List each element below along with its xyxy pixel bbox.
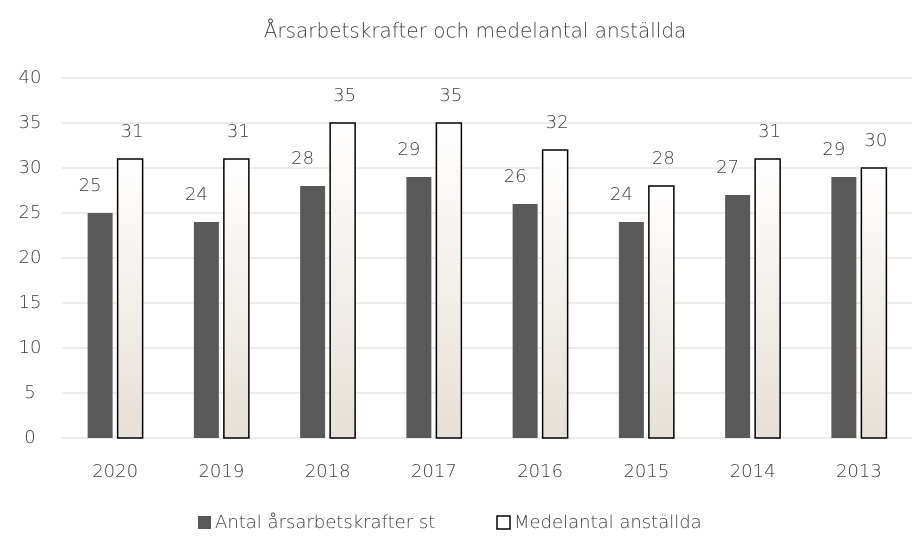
x-tick-label: 2020 xyxy=(92,461,138,482)
data-label: 35 xyxy=(439,85,462,106)
y-tick-label: 20 xyxy=(19,247,42,268)
data-label: 26 xyxy=(504,166,527,187)
data-label: 24 xyxy=(610,184,633,205)
y-tick-label: 0 xyxy=(24,427,35,448)
data-label: 31 xyxy=(227,121,250,142)
data-label: 29 xyxy=(822,139,845,160)
x-tick-label: 2017 xyxy=(411,461,457,482)
y-tick-label: 35 xyxy=(19,112,42,133)
bar xyxy=(754,158,781,439)
x-tick-label: 2016 xyxy=(517,461,563,482)
x-tick-label: 2013 xyxy=(836,461,882,482)
data-label: 29 xyxy=(397,139,420,160)
x-tick-label: 2019 xyxy=(198,461,244,482)
data-label: 31 xyxy=(121,121,144,142)
bar xyxy=(223,158,250,439)
data-label: 35 xyxy=(333,85,356,106)
data-label: 25 xyxy=(79,175,102,196)
chart-title: Årsarbetskrafter och medelantal anställd… xyxy=(264,19,687,43)
data-label: 31 xyxy=(758,121,781,142)
data-label: 32 xyxy=(546,112,569,133)
bar xyxy=(300,186,326,438)
y-tick-label: 10 xyxy=(19,337,42,358)
y-tick-label: 25 xyxy=(19,202,42,223)
bar xyxy=(435,122,463,439)
bar xyxy=(87,213,113,438)
x-tick-label: 2015 xyxy=(623,461,669,482)
bar xyxy=(116,158,144,439)
bar xyxy=(648,185,675,439)
bar xyxy=(725,195,751,438)
y-tick-label: 15 xyxy=(19,292,42,313)
y-tick-label: 30 xyxy=(19,157,42,178)
data-label: 28 xyxy=(652,148,675,169)
legend-swatch xyxy=(496,515,511,530)
bar xyxy=(512,204,538,438)
bar xyxy=(193,222,219,438)
bar xyxy=(860,167,888,439)
bar xyxy=(329,122,356,439)
x-tick-label: 2018 xyxy=(305,461,351,482)
bar xyxy=(831,177,857,438)
legend-swatch xyxy=(198,516,211,529)
x-tick-label: 2014 xyxy=(730,461,776,482)
legend-label: Medelantal anställda xyxy=(514,512,702,533)
data-label: 24 xyxy=(185,184,208,205)
y-tick-label: 5 xyxy=(24,382,35,403)
data-label: 28 xyxy=(291,148,314,169)
bar xyxy=(618,222,644,438)
bar xyxy=(406,177,432,438)
y-tick-label: 40 xyxy=(19,67,42,88)
legend-label: Antal årsarbetskrafter st xyxy=(215,512,435,533)
data-label: 30 xyxy=(864,130,887,151)
bar xyxy=(541,149,569,439)
data-label: 27 xyxy=(716,157,739,178)
